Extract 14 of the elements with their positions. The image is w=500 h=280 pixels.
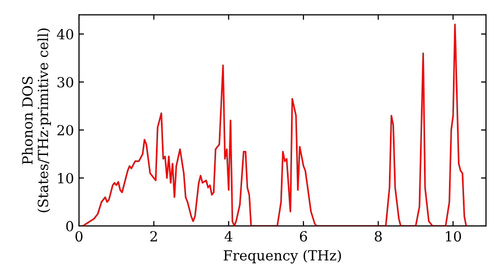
y-tick-label: 0 — [66, 220, 74, 232]
x-axis-title: Frequency (THz) — [224, 250, 341, 264]
y-axis-title: Phonon DOS (States/THz·primitive cell) — [22, 28, 51, 212]
line-series — [82, 24, 467, 226]
x-tick-label: 4 — [224, 231, 232, 242]
y-tick-label: 30 — [58, 76, 74, 88]
x-tick-label: 6 — [300, 231, 307, 242]
y-tick-label: 20 — [57, 124, 74, 136]
x-tick-label: 8 — [374, 231, 382, 242]
y-tick-label: 40 — [56, 29, 74, 40]
x-tick-label: 2 — [150, 231, 157, 242]
y-tick-label: 10 — [58, 172, 74, 184]
x-tick-label: 0 — [75, 231, 82, 242]
x-tick-label: 10 — [446, 231, 461, 242]
